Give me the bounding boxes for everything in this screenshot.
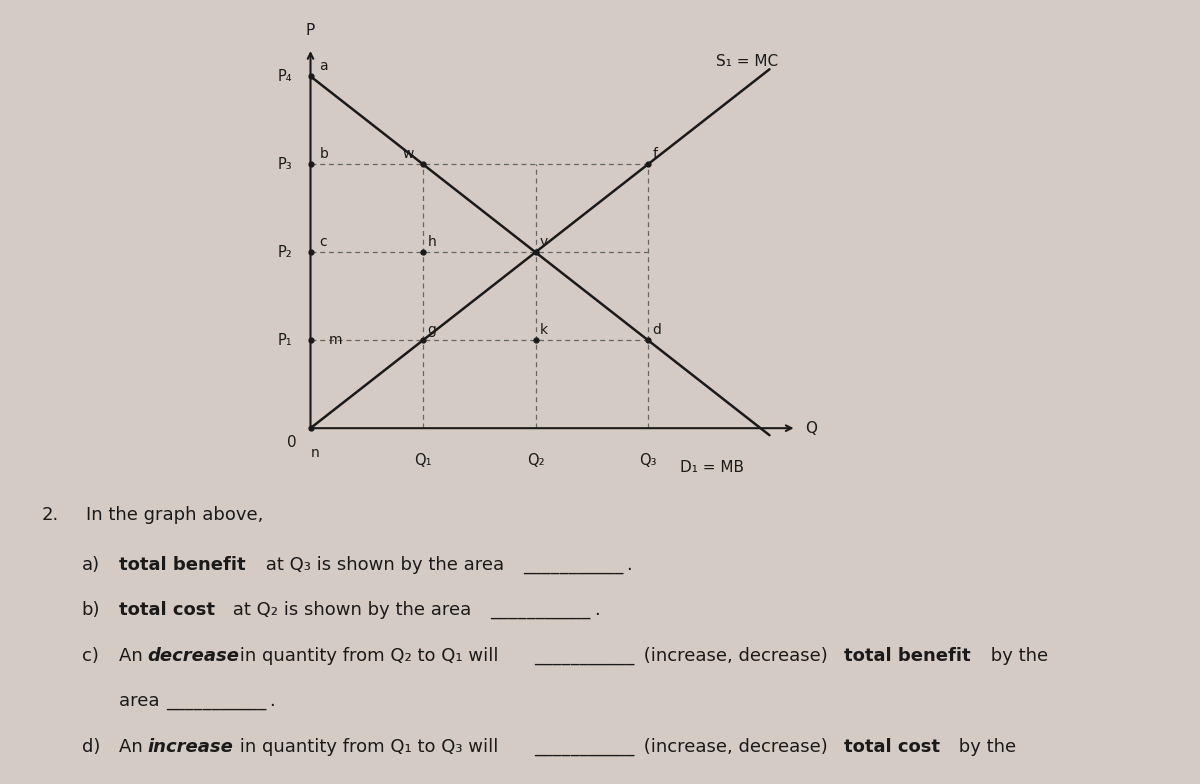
Text: 2.: 2. <box>42 506 59 524</box>
Text: b): b) <box>82 601 100 619</box>
Text: f: f <box>653 147 658 161</box>
Text: in quantity from Q₁ to Q₃ will: in quantity from Q₁ to Q₃ will <box>234 738 504 756</box>
Text: .: . <box>269 692 275 710</box>
Text: ___________: ___________ <box>523 556 623 574</box>
Text: at Q₂ is shown by the area: at Q₂ is shown by the area <box>228 601 478 619</box>
Text: .: . <box>594 601 600 619</box>
Text: w: w <box>403 147 414 161</box>
Text: total benefit: total benefit <box>845 647 971 665</box>
Text: Q: Q <box>805 421 817 436</box>
Text: d: d <box>653 323 661 336</box>
Text: P₂: P₂ <box>277 245 293 260</box>
Text: a: a <box>319 59 328 73</box>
Text: increase: increase <box>148 738 233 756</box>
Text: P₁: P₁ <box>278 332 293 348</box>
Text: S₁ = MC: S₁ = MC <box>715 54 778 69</box>
Text: total cost: total cost <box>845 738 941 756</box>
Text: (increase, decrease): (increase, decrease) <box>637 738 833 756</box>
Text: decrease: decrease <box>148 647 239 665</box>
Text: .: . <box>626 556 632 574</box>
Text: area: area <box>119 783 166 784</box>
Text: n: n <box>311 446 319 459</box>
Text: ___________: ___________ <box>491 601 590 619</box>
Text: b: b <box>319 147 329 161</box>
Text: An: An <box>119 738 149 756</box>
Text: P: P <box>306 23 316 38</box>
Text: c): c) <box>82 647 98 665</box>
Text: in quantity from Q₂ to Q₁ will: in quantity from Q₂ to Q₁ will <box>234 647 504 665</box>
Text: d): d) <box>82 738 100 756</box>
Text: (increase, decrease): (increase, decrease) <box>637 647 833 665</box>
Text: P₄: P₄ <box>278 69 293 84</box>
Text: ___________: ___________ <box>166 783 266 784</box>
Text: area: area <box>119 692 166 710</box>
Text: Q₂: Q₂ <box>527 453 545 468</box>
Text: total benefit: total benefit <box>119 556 246 574</box>
Text: An: An <box>119 647 149 665</box>
Text: k: k <box>540 323 548 336</box>
Text: by the: by the <box>953 738 1015 756</box>
Text: g: g <box>427 323 437 336</box>
Text: c: c <box>319 234 328 249</box>
Text: ___________: ___________ <box>166 692 266 710</box>
Text: h: h <box>427 234 437 249</box>
Text: Q₃: Q₃ <box>640 453 656 468</box>
Text: 0: 0 <box>287 435 298 450</box>
Text: ___________: ___________ <box>534 647 635 665</box>
Text: In the graph above,: In the graph above, <box>86 506 264 524</box>
Text: P₃: P₃ <box>278 157 293 172</box>
Text: a): a) <box>82 556 100 574</box>
Text: by the: by the <box>985 647 1049 665</box>
Text: .: . <box>269 783 275 784</box>
Text: D₁ = MB: D₁ = MB <box>679 460 744 475</box>
Text: total cost: total cost <box>119 601 215 619</box>
Text: m: m <box>329 333 342 347</box>
Text: ___________: ___________ <box>534 738 635 756</box>
Text: v: v <box>540 234 548 249</box>
Text: at Q₃ is shown by the area: at Q₃ is shown by the area <box>260 556 510 574</box>
Text: Q₁: Q₁ <box>414 453 432 468</box>
